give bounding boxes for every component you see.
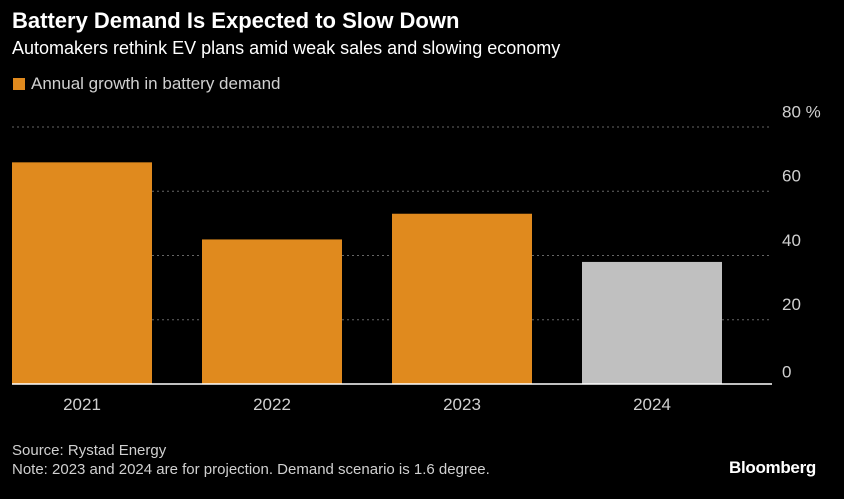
chart-subtitle: Automakers rethink EV plans amid weak sa…	[12, 38, 561, 58]
bar-2024	[582, 261, 722, 384]
legend: Annual growth in battery demand	[13, 74, 281, 94]
bars	[12, 162, 722, 384]
bar-2023	[392, 213, 532, 384]
x-tick-label: 2021	[63, 395, 101, 414]
y-tick-label: 0	[782, 362, 791, 381]
y-tick-label: 40	[782, 231, 801, 250]
y-tick-labels: 0 20 40 60 80 %	[782, 102, 821, 381]
y-tick-label: 80 %	[782, 102, 821, 121]
legend-label: Annual growth in battery demand	[31, 74, 281, 93]
source-note: Source: Rystad Energy	[12, 442, 167, 459]
legend-swatch	[13, 78, 25, 90]
chart-title: Battery Demand Is Expected to Slow Down	[12, 8, 460, 33]
projection-note: Note: 2023 and 2024 are for projection. …	[12, 461, 490, 478]
y-tick-label: 20	[782, 295, 801, 314]
x-tick-label: 2022	[253, 395, 291, 414]
bar-2022	[202, 239, 342, 384]
bloomberg-logo: Bloomberg	[728, 458, 816, 477]
x-tick-label: 2023	[443, 395, 481, 414]
x-tick-labels: 2021 2022 2023 2024	[63, 395, 671, 414]
bar-2021	[12, 162, 152, 384]
x-tick-label: 2024	[633, 395, 671, 414]
y-tick-label: 60	[782, 167, 801, 186]
